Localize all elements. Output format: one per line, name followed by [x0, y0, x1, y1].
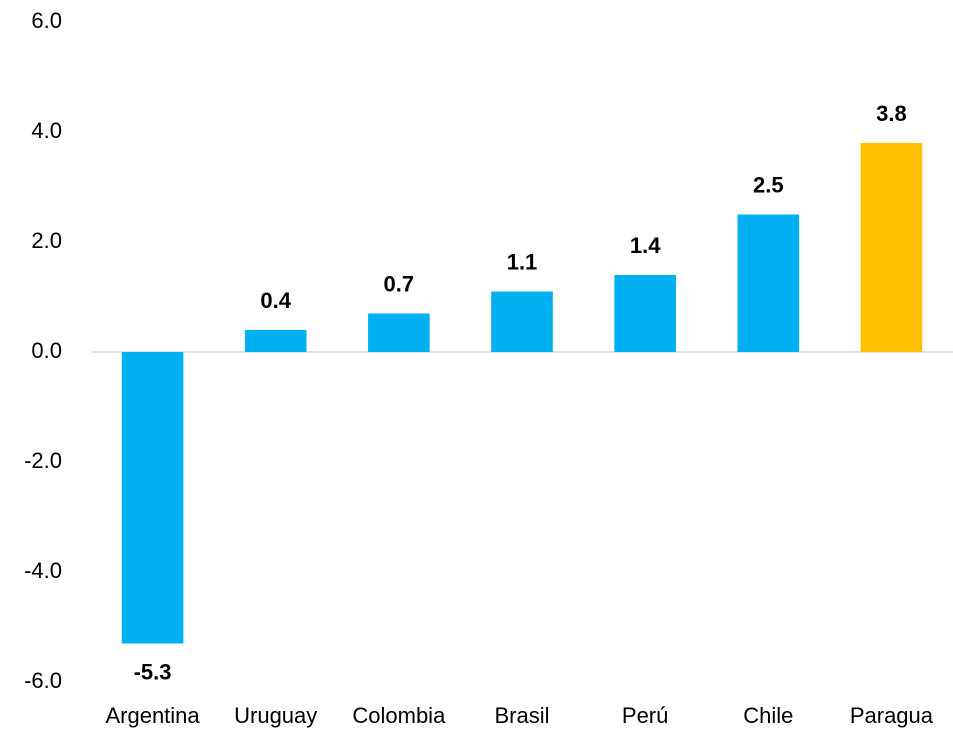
x-tick-label: Chile — [743, 703, 793, 728]
x-tick-label: Paragua — [850, 703, 934, 728]
value-label: 0.7 — [384, 271, 415, 296]
y-tick-label: 4.0 — [31, 118, 62, 143]
y-tick-label: 0.0 — [31, 338, 62, 363]
x-tick-label: Uruguay — [234, 703, 317, 728]
x-tick-label: Perú — [622, 703, 668, 728]
bar — [121, 352, 184, 644]
x-tick-label: Colombia — [352, 703, 446, 728]
x-tick-label: Argentina — [105, 703, 200, 728]
bar — [491, 291, 553, 352]
value-label: 1.4 — [630, 233, 661, 258]
y-tick-label: 2.0 — [31, 228, 62, 253]
y-tick-label: -2.0 — [24, 448, 62, 473]
bar — [737, 214, 800, 352]
x-tick-label: Brasil — [494, 703, 549, 728]
y-tick-label: -6.0 — [24, 668, 62, 693]
value-label: 1.1 — [507, 249, 538, 274]
value-label: 0.4 — [260, 288, 291, 313]
bar — [244, 330, 307, 352]
bar — [368, 313, 430, 352]
value-label: -5.3 — [134, 659, 172, 684]
y-tick-label: -4.0 — [24, 558, 62, 583]
bar — [860, 143, 923, 352]
bar — [614, 275, 676, 352]
y-tick-label: 6.0 — [31, 8, 62, 33]
value-label: 2.5 — [753, 172, 784, 197]
value-label: 3.8 — [876, 101, 907, 126]
